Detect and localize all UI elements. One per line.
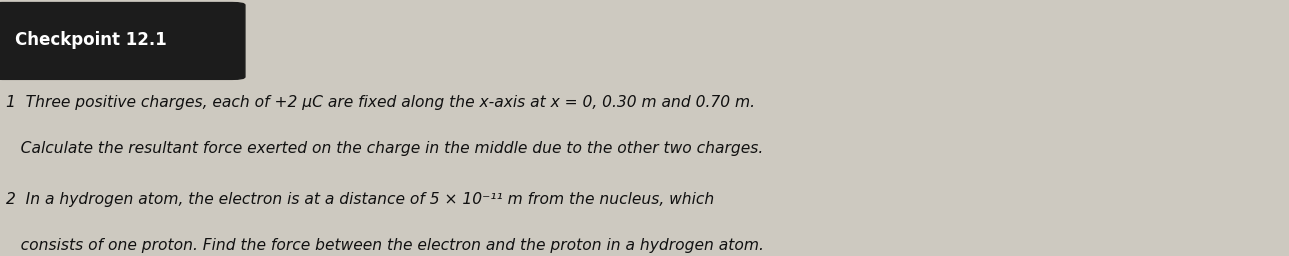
Text: 2  In a hydrogen atom, the electron is at a distance of 5 × 10⁻¹¹ m from the nuc: 2 In a hydrogen atom, the electron is at… <box>6 192 714 207</box>
Text: Checkpoint 12.1: Checkpoint 12.1 <box>15 31 168 49</box>
Text: 1  Three positive charges, each of +2 μC are fixed along the x-axis at x = 0, 0.: 1 Three positive charges, each of +2 μC … <box>6 95 755 110</box>
Text: consists of one proton. Find the force between the electron and the proton in a : consists of one proton. Find the force b… <box>6 238 764 253</box>
FancyBboxPatch shape <box>0 3 245 79</box>
Text: Calculate the resultant force exerted on the charge in the middle due to the oth: Calculate the resultant force exerted on… <box>6 141 763 156</box>
